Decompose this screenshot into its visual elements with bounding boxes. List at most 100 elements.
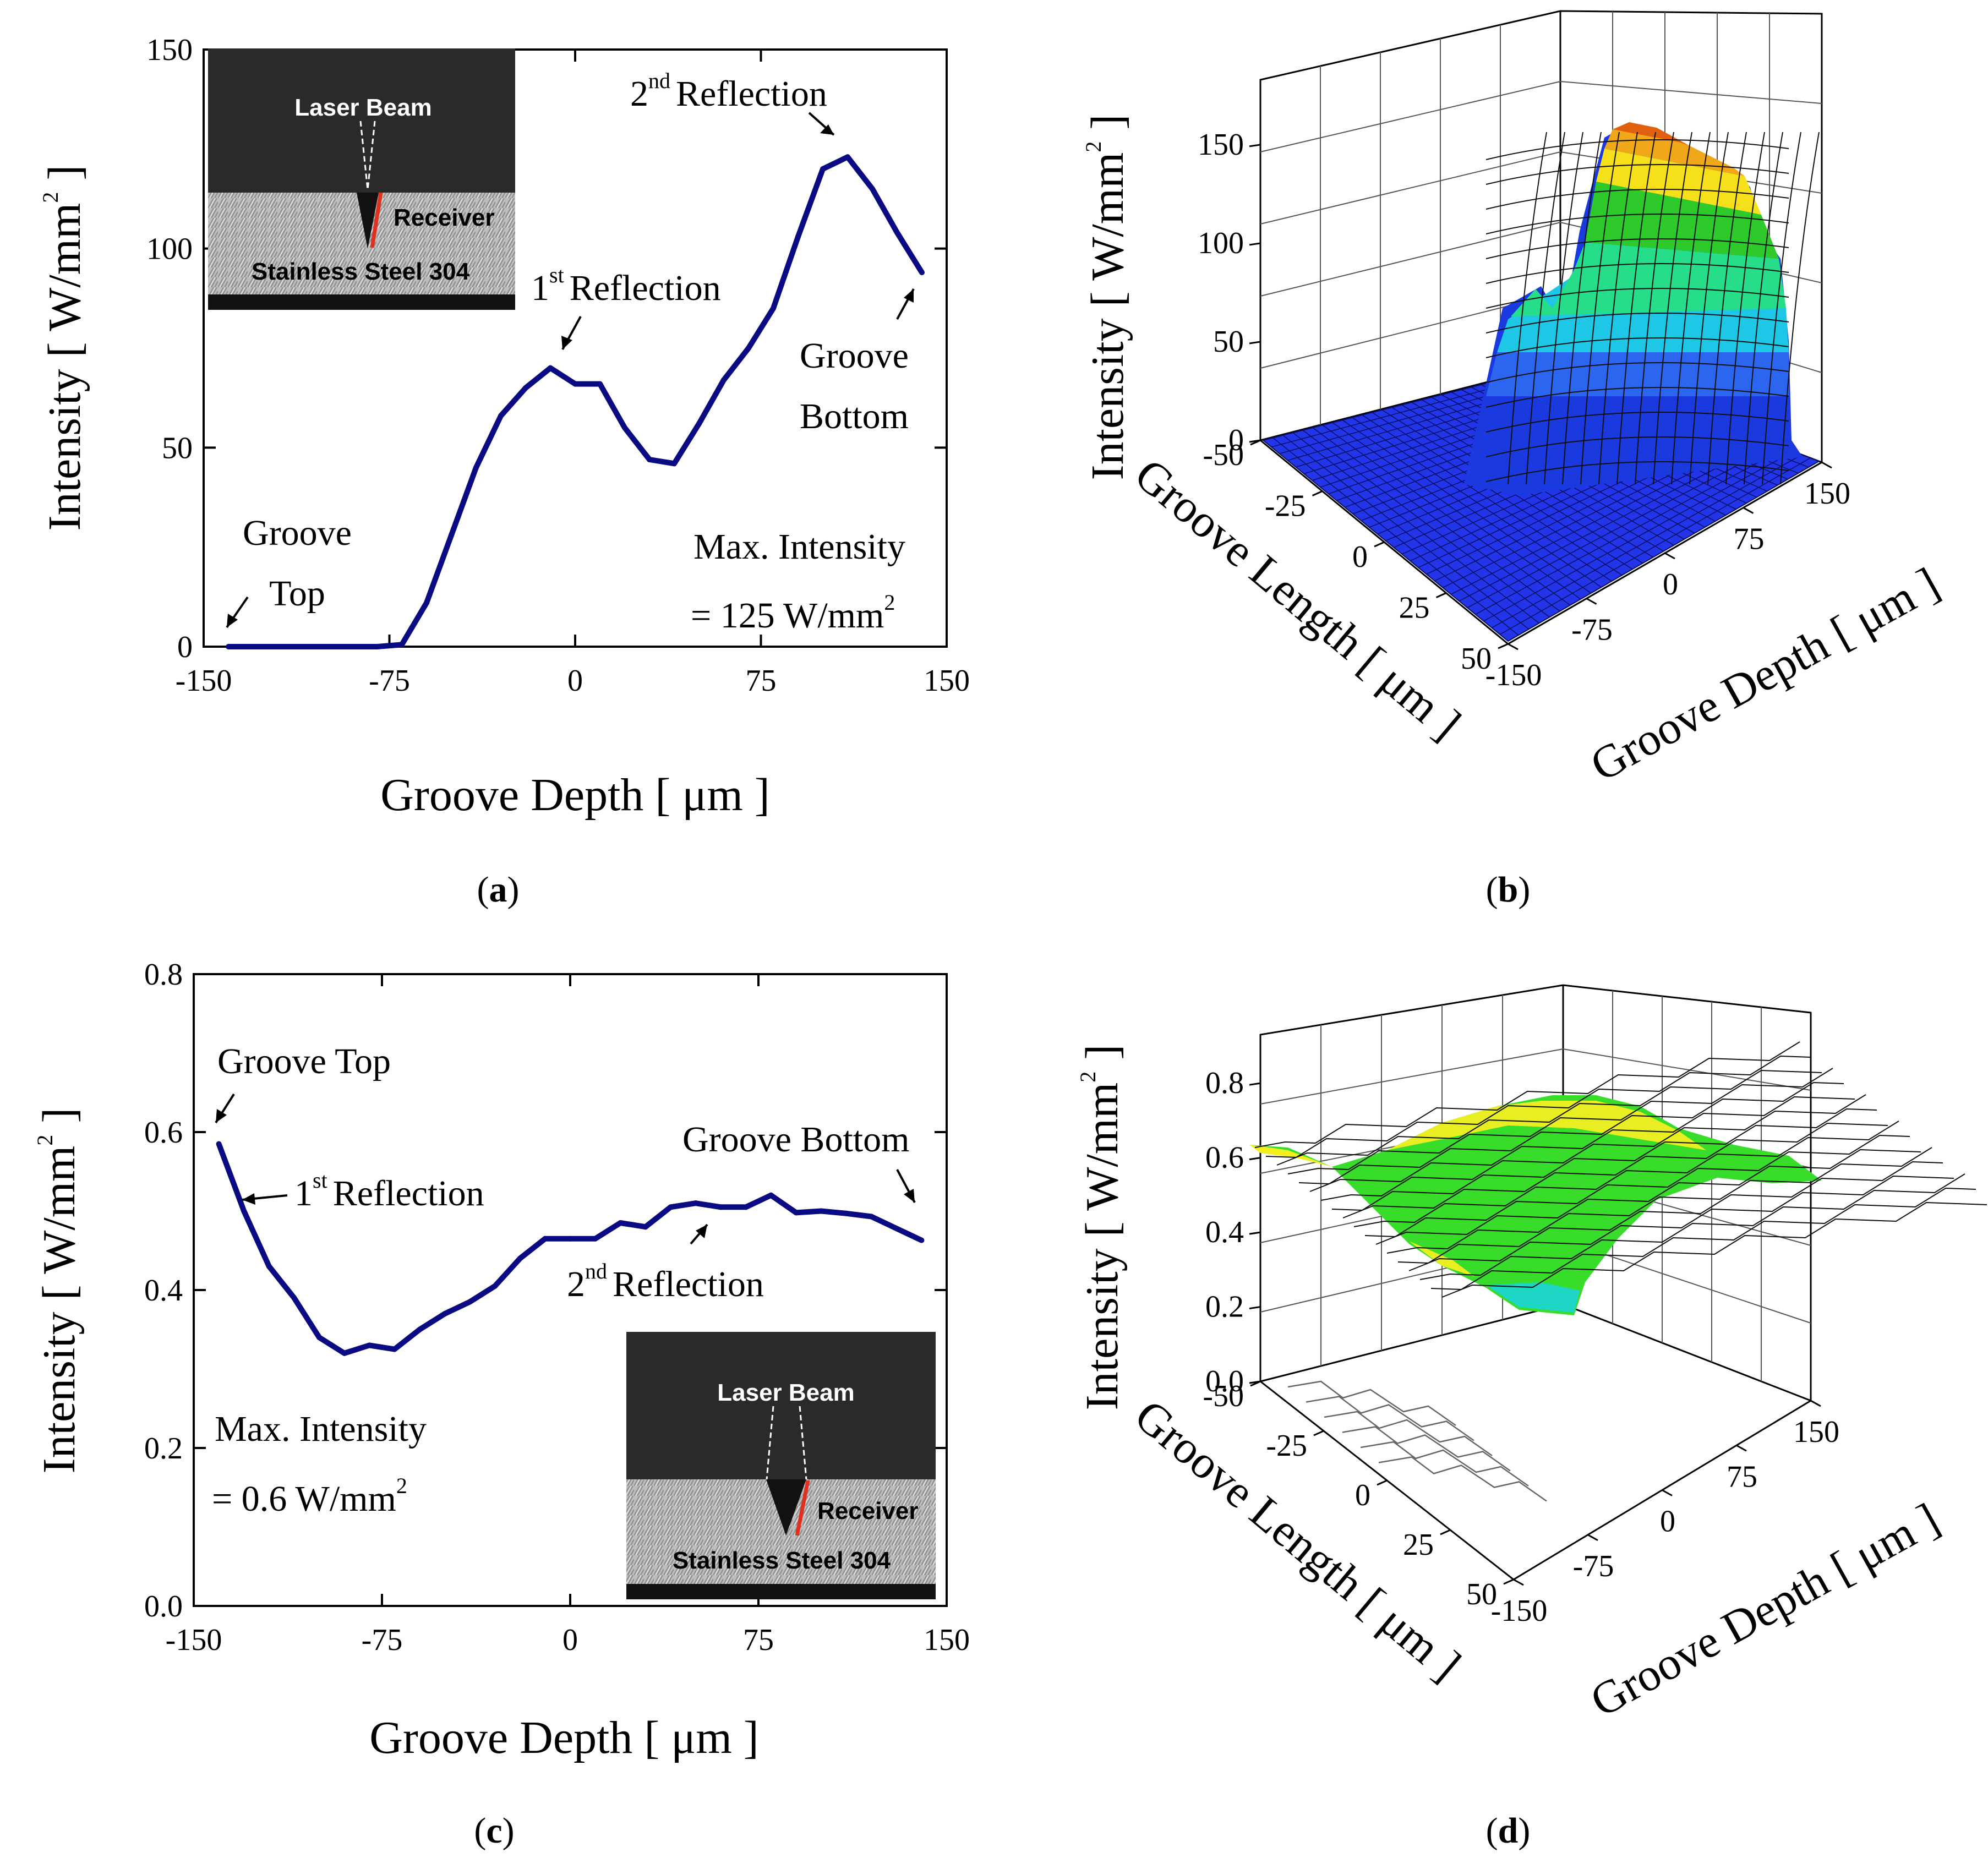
depth-tick-label: 75 bbox=[1727, 1460, 1757, 1494]
annotations-a: 2nd Reflection 1st Reflection Groove Botto… bbox=[226, 68, 915, 636]
depth-tick-mark bbox=[1662, 1489, 1673, 1496]
length-tick-label: 50 bbox=[1461, 642, 1492, 676]
y-tick-label: 0 bbox=[177, 630, 193, 664]
surface-mesh-line bbox=[1386, 1147, 1932, 1254]
groove-c bbox=[766, 1479, 806, 1535]
inset-material-label-a: Stainless Steel 304 bbox=[252, 258, 470, 285]
surface-mesh-line bbox=[1485, 164, 1789, 185]
surface-mesh-line bbox=[1485, 362, 1789, 383]
panel-label-a: (a) bbox=[477, 870, 520, 910]
z-tick-mark bbox=[1249, 1306, 1261, 1310]
data-point bbox=[216, 1141, 222, 1147]
y-tick-label: 0.2 bbox=[144, 1431, 183, 1466]
z-tick-label: 0.0 bbox=[1205, 1364, 1244, 1398]
depth-tick-label: 75 bbox=[1734, 522, 1765, 556]
groove-bottom-label-c: Groove Bottom bbox=[682, 1119, 909, 1160]
data-point bbox=[894, 229, 900, 236]
z-tick-mark bbox=[1249, 242, 1261, 246]
z-tick-mark bbox=[1249, 144, 1261, 147]
surface-mesh-line bbox=[1485, 139, 1789, 160]
arrowhead-groove-top-a bbox=[227, 614, 238, 627]
surface-mesh-line bbox=[1780, 132, 1820, 485]
contour-line bbox=[1342, 1426, 1511, 1472]
data-point bbox=[642, 1224, 648, 1230]
surface-mesh-line bbox=[1485, 214, 1789, 234]
depth-tick-label: 0 bbox=[1663, 567, 1678, 602]
data-point bbox=[919, 1237, 925, 1243]
depth-tick-mark bbox=[1508, 643, 1519, 651]
data-point bbox=[771, 305, 776, 312]
depth-tick-label: -75 bbox=[1573, 1549, 1614, 1583]
data-point bbox=[843, 1210, 849, 1216]
inset-laser-label-c: Laser Beam bbox=[717, 1379, 854, 1406]
x-tick-label: 150 bbox=[924, 664, 970, 698]
data-point bbox=[424, 600, 429, 606]
data-point bbox=[391, 1346, 397, 1352]
surface-mesh-line bbox=[1485, 313, 1789, 334]
panel-a: 0 50 100 150 -150 -75 0 75 150 Laser Beam Recei… bbox=[38, 33, 970, 910]
data-point bbox=[226, 644, 231, 649]
data-point bbox=[696, 420, 702, 427]
data-point bbox=[542, 1236, 548, 1242]
x-tick-label: 150 bbox=[924, 1623, 970, 1657]
surface-mesh-line bbox=[1298, 1081, 1844, 1185]
data-point bbox=[241, 1208, 247, 1214]
depth-tick-mark bbox=[1821, 461, 1832, 469]
groove-top-label-a-1: Groove bbox=[243, 513, 352, 553]
x-tick-label: -150 bbox=[176, 664, 232, 698]
depth-tick-label: -150 bbox=[1491, 1594, 1548, 1628]
depth-tick-mark bbox=[1513, 1578, 1524, 1586]
z-axis-label-d: Intensity [ W/mm2 ] bbox=[1075, 1045, 1128, 1411]
x-axis-label-a: Groove Depth [ μm ] bbox=[380, 769, 770, 821]
length-tick-mark bbox=[1312, 490, 1323, 496]
data-point bbox=[743, 1204, 749, 1210]
inset-air-a bbox=[208, 48, 515, 193]
surface-mesh-line bbox=[1485, 288, 1789, 309]
data-point bbox=[746, 345, 751, 351]
data-point bbox=[795, 233, 801, 239]
groove-bottom-label-a-1: Groove bbox=[800, 336, 909, 376]
surface-mesh-line bbox=[1408, 1175, 1954, 1271]
inset-base-a bbox=[208, 294, 515, 310]
inset-receiver-label-c: Receiver bbox=[817, 1498, 918, 1524]
length-tick-label: -50 bbox=[1203, 1379, 1244, 1413]
data-point bbox=[492, 1283, 498, 1289]
x-tick-label: -75 bbox=[362, 1623, 403, 1657]
depth-tick-mark bbox=[1664, 552, 1675, 560]
data-point bbox=[417, 1326, 423, 1332]
data-point bbox=[820, 166, 826, 172]
floor-mesh-line bbox=[1499, 457, 1811, 635]
data-point bbox=[668, 1204, 674, 1210]
data-point bbox=[300, 644, 305, 649]
inset-a: Laser Beam Receiver Stainless Steel 304 bbox=[208, 48, 515, 310]
panel-label-b: (b) bbox=[1486, 870, 1531, 910]
surface-d bbox=[1249, 1041, 1987, 1315]
surface-mesh-line bbox=[1353, 1121, 1899, 1227]
arrowhead-groove-top-c bbox=[216, 1109, 227, 1123]
floor-mesh-line bbox=[1467, 445, 1777, 608]
depth-tick-label: 150 bbox=[1793, 1415, 1839, 1449]
arrowhead-second-reflection-a bbox=[820, 124, 834, 135]
x-tick-label: -150 bbox=[166, 1623, 222, 1657]
contour-line bbox=[1287, 1380, 1456, 1427]
surface-mesh-line bbox=[1485, 436, 1789, 457]
floor-mesh-line bbox=[1491, 454, 1803, 629]
surface-mesh-line bbox=[1287, 1068, 1833, 1174]
depth-axis-label-d: Groove Depth [ μm ] bbox=[1582, 1494, 1948, 1727]
surface-mesh-line bbox=[1364, 1134, 1910, 1238]
inset-laser-label-a: Laser Beam bbox=[294, 94, 432, 121]
panel-b: 0 50 100 150 -50 -25 0 25 50 -150 -75 0 75 150 Inte… bbox=[1081, 10, 1948, 910]
inset-material-label-c: Stainless Steel 304 bbox=[673, 1547, 891, 1574]
length-tick-mark bbox=[1440, 1529, 1451, 1535]
data-point bbox=[622, 425, 627, 431]
z-tick-mark bbox=[1249, 341, 1261, 345]
data-point bbox=[367, 1342, 373, 1348]
grid-line bbox=[1260, 80, 1822, 152]
surface-mesh-line bbox=[1375, 1149, 1921, 1245]
z-tick-mark bbox=[1249, 1157, 1261, 1161]
length-tick-mark bbox=[1250, 1380, 1261, 1387]
surface-mesh-line bbox=[1485, 461, 1789, 482]
contour-line bbox=[1378, 1456, 1547, 1502]
arrowhead-groove-bottom-a bbox=[904, 289, 914, 303]
x-tick-label: 0 bbox=[567, 664, 583, 698]
